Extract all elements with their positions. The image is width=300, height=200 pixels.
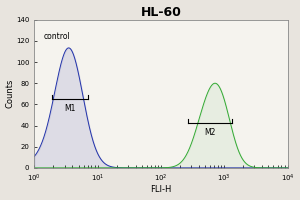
Title: HL-60: HL-60 [140, 6, 182, 19]
Y-axis label: Counts: Counts [6, 79, 15, 108]
X-axis label: FLI-H: FLI-H [150, 185, 172, 194]
Text: M1: M1 [64, 104, 76, 113]
Text: control: control [44, 32, 70, 41]
Text: M2: M2 [204, 128, 215, 137]
